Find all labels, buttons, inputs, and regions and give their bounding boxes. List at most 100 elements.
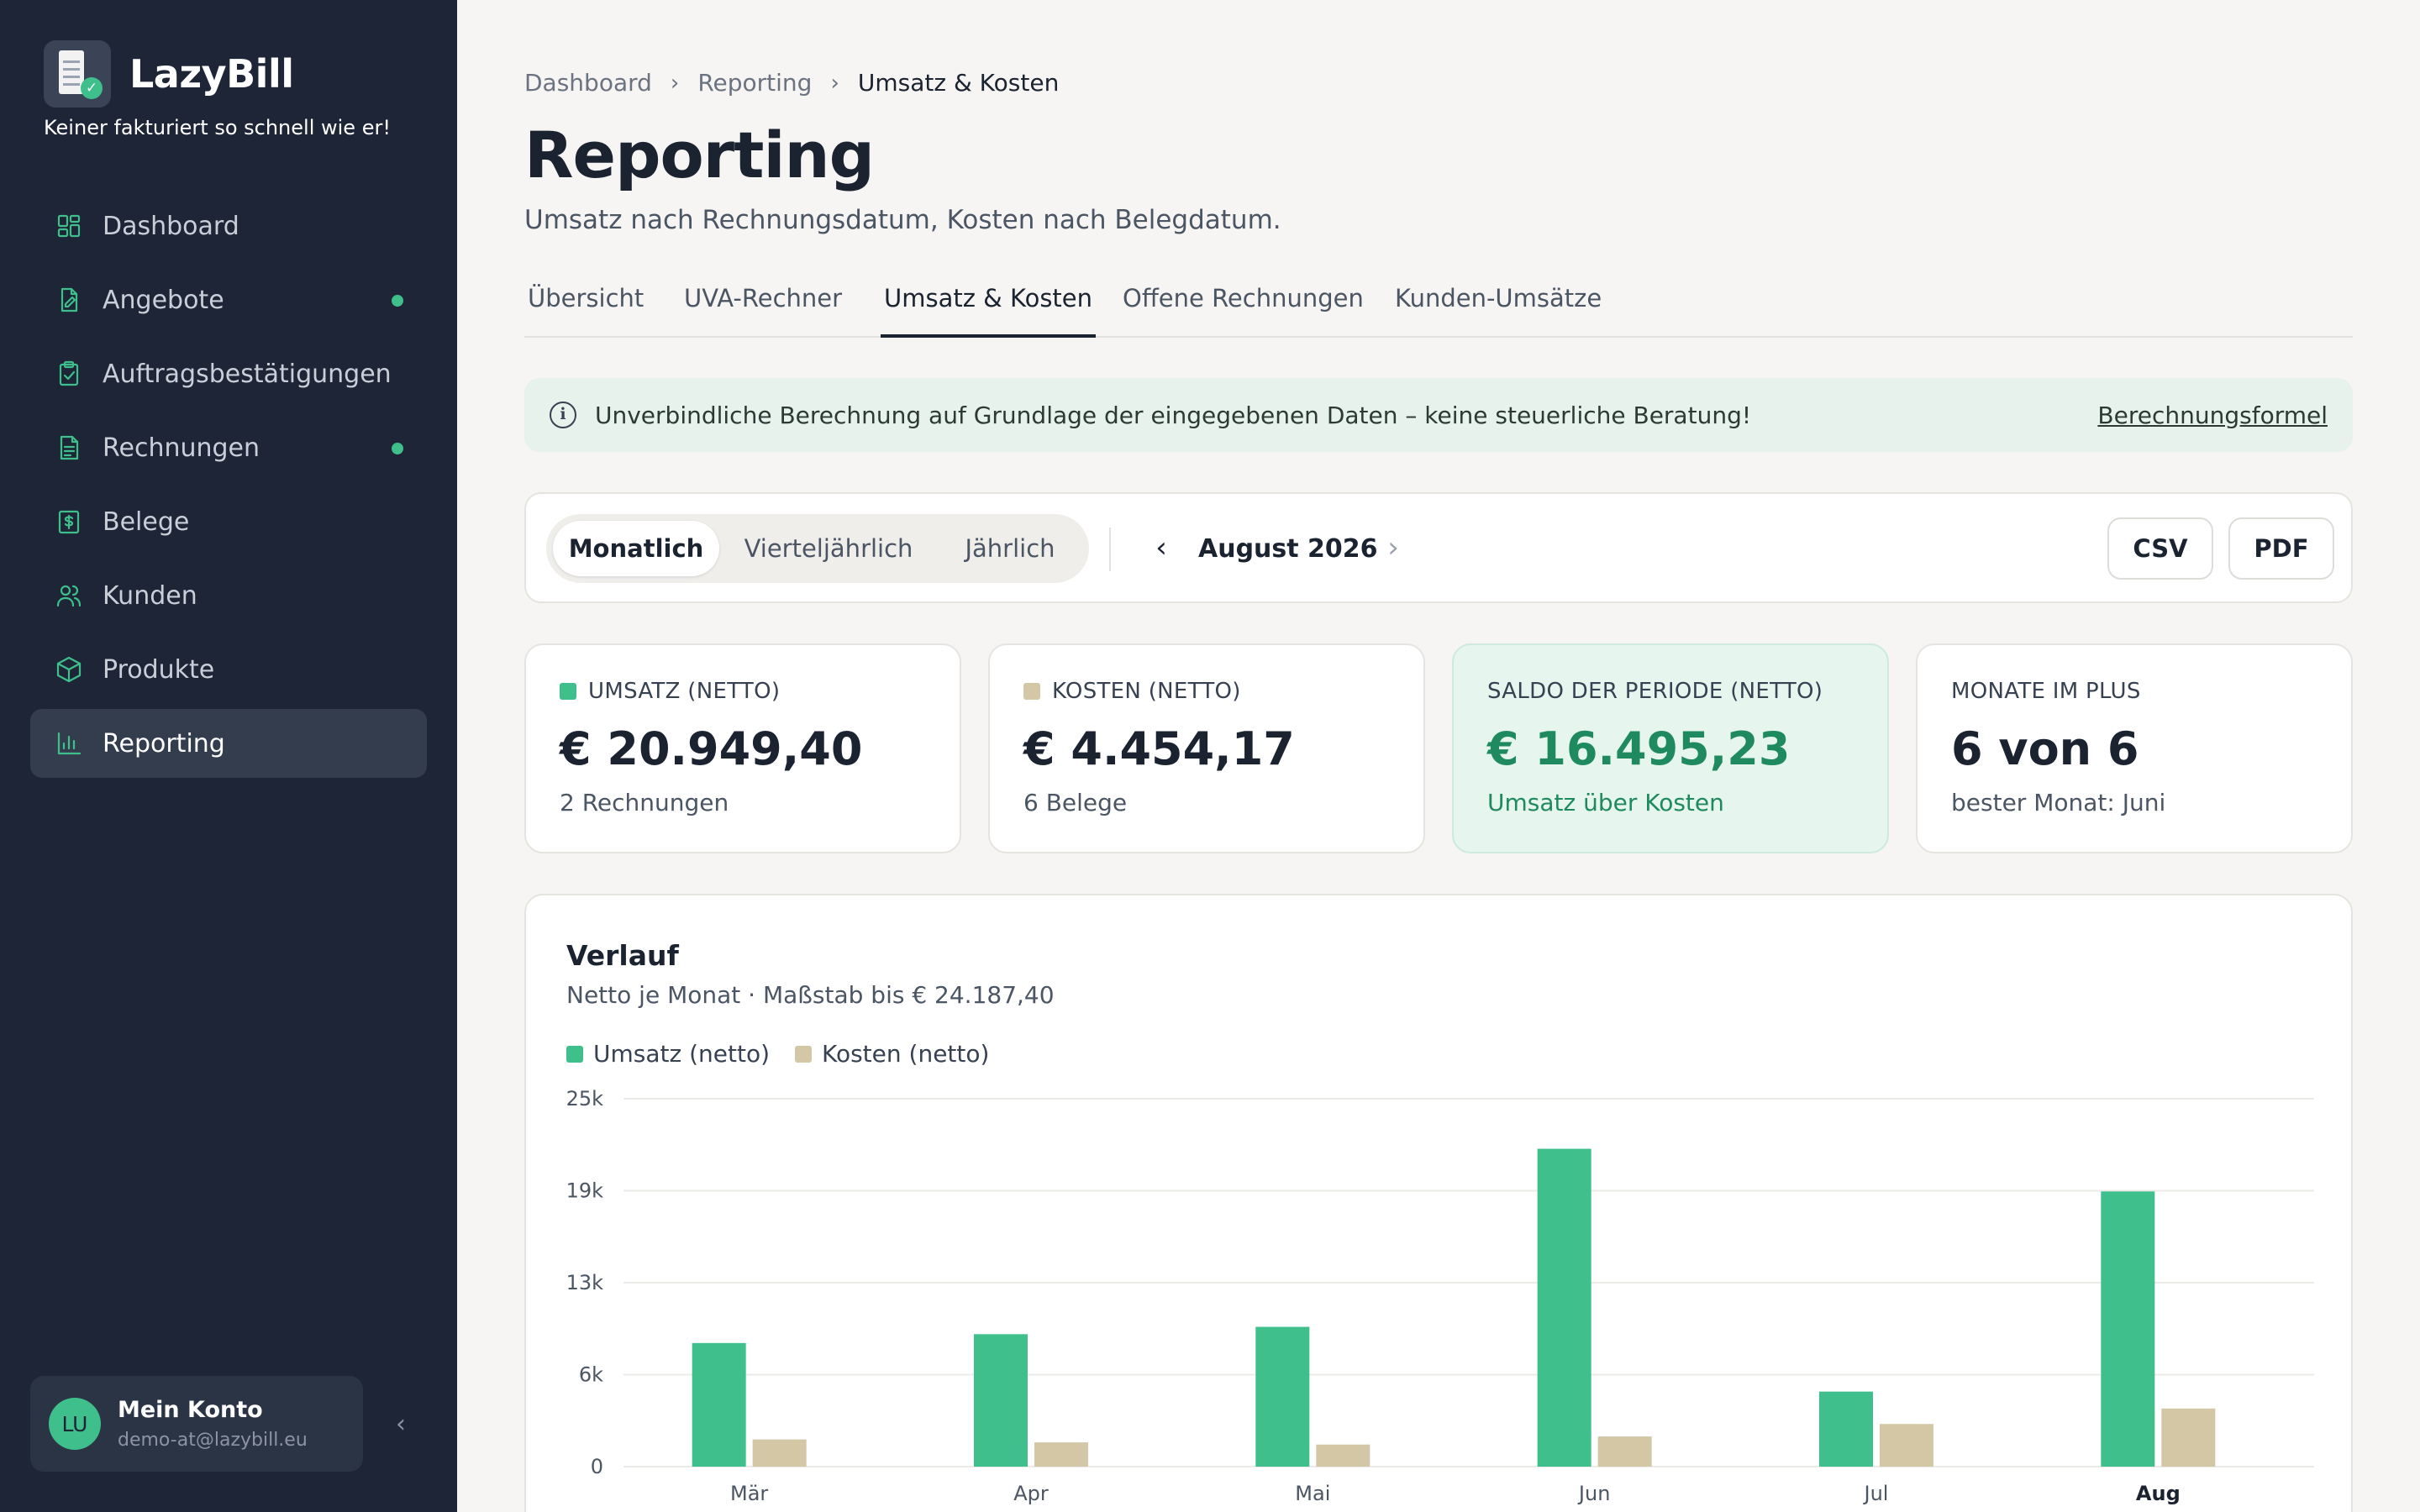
chart-subtitle: Netto je Monat · Maßstab bis € 24.187,40 <box>566 981 1055 1009</box>
bar-revenue-mai[interactable] <box>1255 1326 1310 1467</box>
period-yearly-button[interactable]: Jährlich <box>965 534 1055 563</box>
x-tick-label: Mär <box>730 1482 768 1505</box>
kpi-sub: 6 Belege <box>1023 789 1128 816</box>
revenue-swatch <box>560 683 576 700</box>
bar-revenue-apr[interactable] <box>974 1334 1028 1467</box>
chevron-right-icon: › <box>830 70 839 96</box>
kpi-value: € 20.949,40 <box>560 722 863 775</box>
kpi-card-balance: SALDO DER PERIODE (NETTO) € 16.495,23 Um… <box>1452 643 1889 853</box>
bar-costs-mär[interactable] <box>752 1439 807 1467</box>
export-pdf-button[interactable]: PDF <box>2228 517 2334 580</box>
sidebar-item-label: Produkte <box>103 654 215 685</box>
receipt-icon <box>54 507 84 537</box>
bar-revenue-jul[interactable] <box>1819 1391 1873 1467</box>
tab-umsatz-kosten[interactable]: Umsatz & Kosten <box>881 284 1097 338</box>
breadcrumb-reporting[interactable]: Reporting <box>697 69 813 97</box>
bar-costs-jun[interactable] <box>1597 1436 1652 1467</box>
sidebar-item-label: Auftragsbestätigungen <box>103 359 392 389</box>
sidebar: ✓ LazyBill Keiner fakturiert so schnell … <box>0 0 457 1512</box>
sidebar-item-label: Belege <box>103 507 190 537</box>
next-period-chevron-icon[interactable]: › <box>1387 531 1399 564</box>
previous-period-chevron-icon[interactable]: ‹ <box>1155 531 1167 564</box>
info-icon: i <box>550 402 576 428</box>
report-tabs: Übersicht UVA-Rechner Umsatz & Kosten Of… <box>524 277 2353 338</box>
legend-label: Umsatz (netto) <box>593 1040 770 1068</box>
brand-name: LazyBill <box>129 51 294 97</box>
calculation-formula-link[interactable]: Berechnungsformel <box>2097 401 2328 429</box>
sidebar-item-label: Rechnungen <box>103 433 260 463</box>
sidebar-item-belege[interactable]: Belege <box>30 487 427 556</box>
current-period-label: August 2026 <box>1198 534 1378 564</box>
bar-costs-apr[interactable] <box>1034 1442 1088 1467</box>
kpi-value: 6 von 6 <box>1951 722 2139 775</box>
chart-title: Verlauf <box>566 939 679 972</box>
y-tick-label: 0 <box>591 1455 603 1478</box>
bar-costs-jul[interactable] <box>1880 1424 1933 1467</box>
bar-costs-aug[interactable] <box>2161 1408 2216 1467</box>
sidebar-item-reporting[interactable]: Reporting <box>30 709 427 778</box>
legend-item-revenue: Umsatz (netto) <box>566 1040 770 1068</box>
x-tick-label: Aug <box>2136 1482 2181 1505</box>
breadcrumb: Dashboard › Reporting › Umsatz & Kosten <box>524 69 1059 97</box>
kpi-card-costs: KOSTEN (NETTO) € 4.454,17 6 Belege <box>988 643 1425 853</box>
tab-uva-rechner[interactable]: UVA-Rechner <box>684 284 843 312</box>
brand[interactable]: ✓ LazyBill <box>44 40 294 108</box>
chart-legend: Umsatz (netto) Kosten (netto) <box>566 1040 1014 1068</box>
lazybill-logo-icon: ✓ <box>44 40 111 108</box>
sidebar-nav: Dashboard Angebote Auftragsbestätigungen Re… <box>30 192 427 783</box>
account-name: Mein Konto <box>118 1397 263 1423</box>
bar-costs-mai[interactable] <box>1316 1444 1370 1467</box>
y-tick-label: 19k <box>566 1179 604 1203</box>
legend-swatch <box>795 1045 812 1063</box>
y-tick-label: 13k <box>566 1271 604 1294</box>
kpi-sub: 2 Rechnungen <box>560 789 729 816</box>
bar-revenue-jun[interactable] <box>1537 1148 1591 1467</box>
chevron-right-icon: › <box>670 70 680 96</box>
period-controls: Monatlich Vierteljährlich Jährlich ‹ Aug… <box>524 492 2353 603</box>
tab-offene-rechnungen[interactable]: Offene Rechnungen <box>1123 284 1364 312</box>
x-tick-label: Jun <box>1577 1482 1611 1505</box>
sidebar-item-auftragsbesttigungen[interactable]: Auftragsbestätigungen <box>30 339 427 408</box>
export-csv-button[interactable]: CSV <box>2107 517 2213 580</box>
notification-dot <box>392 443 403 454</box>
disclaimer-text: Unverbindliche Berechnung auf Grundlage … <box>595 401 1752 429</box>
sidebar-item-produkte[interactable]: Produkte <box>30 635 427 704</box>
sidebar-item-rechnungen[interactable]: Rechnungen <box>30 413 427 482</box>
kpi-card-revenue: UMSATZ (NETTO) € 20.949,40 2 Rechnungen <box>524 643 961 853</box>
kpi-label: KOSTEN (NETTO) <box>1052 679 1241 704</box>
sidebar-item-label: Kunden <box>103 580 197 611</box>
disclaimer-banner: i Unverbindliche Berechnung auf Grundlag… <box>524 378 2353 452</box>
dashboard-icon <box>54 211 84 241</box>
collapse-sidebar-chevron-icon[interactable]: ‹ <box>396 1410 406 1439</box>
bar-revenue-aug[interactable] <box>2101 1191 2155 1467</box>
period-quarterly-button[interactable]: Vierteljährlich <box>744 534 913 563</box>
account-email: demo-at@lazybill.eu <box>118 1430 308 1451</box>
sidebar-item-label: Angebote <box>103 285 224 315</box>
bar-revenue-mär[interactable] <box>692 1342 746 1467</box>
users-icon <box>54 580 84 611</box>
sidebar-item-dashboard[interactable]: Dashboard <box>30 192 427 260</box>
offer-icon <box>54 285 84 315</box>
x-tick-label: Mai <box>1295 1482 1330 1505</box>
breadcrumb-current: Umsatz & Kosten <box>857 69 1060 97</box>
sidebar-item-angebote[interactable]: Angebote <box>30 265 427 334</box>
account-menu[interactable]: LU Mein Konto demo-at@lazybill.eu <box>30 1376 363 1472</box>
box-icon <box>54 654 84 685</box>
tab-kunden-umsaetze[interactable]: Kunden-Umsätze <box>1395 284 1602 312</box>
sidebar-item-label: Dashboard <box>103 211 239 241</box>
legend-swatch <box>566 1045 583 1063</box>
kpi-card-months-positive: MONATE IM PLUS 6 von 6 bester Monat: Jun… <box>1916 643 2353 853</box>
tab-uebersicht[interactable]: Übersicht <box>528 284 644 312</box>
x-tick-label: Apr <box>1013 1482 1049 1505</box>
y-tick-label: 6k <box>579 1363 603 1387</box>
kpi-value: € 4.454,17 <box>1023 722 1295 775</box>
legend-label: Kosten (netto) <box>822 1040 990 1068</box>
clipboard-check-icon <box>54 359 84 389</box>
breadcrumb-dashboard[interactable]: Dashboard <box>524 69 652 97</box>
costs-swatch <box>1023 683 1040 700</box>
sidebar-item-label: Reporting <box>103 728 225 759</box>
x-tick-label: Jul <box>1863 1482 1889 1505</box>
kpi-label: SALDO DER PERIODE (NETTO) <box>1487 679 1823 704</box>
period-monthly-button[interactable]: Monatlich <box>553 521 719 576</box>
sidebar-item-kunden[interactable]: Kunden <box>30 561 427 630</box>
